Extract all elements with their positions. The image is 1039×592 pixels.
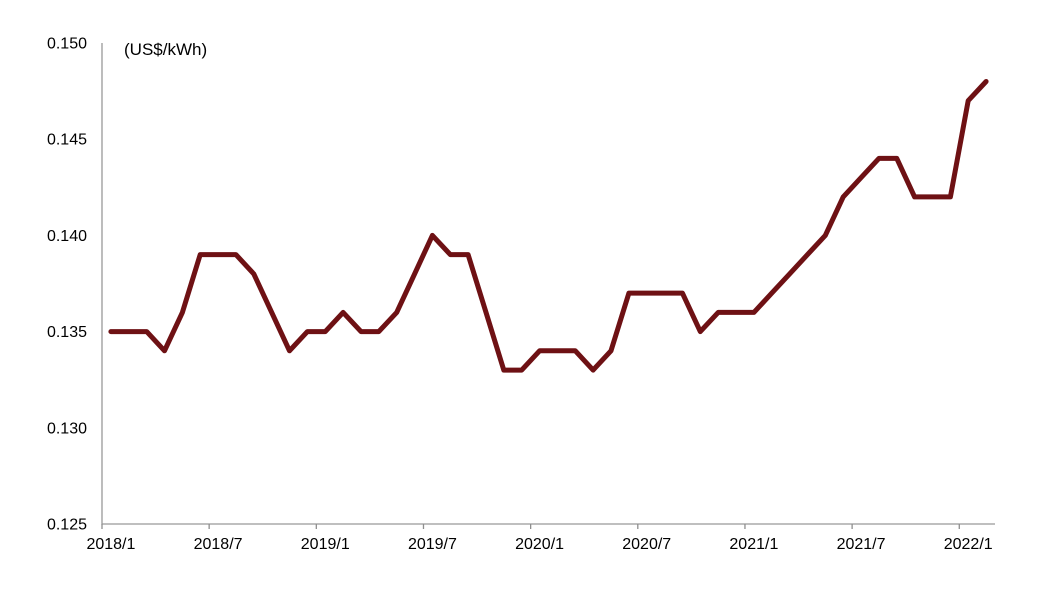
x-axis-tick-label: 2018/1 [86, 536, 135, 553]
x-axis-tick-label: 2019/1 [301, 536, 350, 553]
x-axis-tick-label: 2022/1 [944, 536, 993, 553]
y-axis-tick-label: 0.135 [47, 324, 87, 341]
x-axis-tick-label: 2018/7 [194, 536, 243, 553]
x-axis-tick-label: 2019/7 [408, 536, 457, 553]
x-axis-tick-label: 2020/1 [515, 536, 564, 553]
x-axis-tick-label: 2021/7 [837, 536, 886, 553]
price-series-line [108, 79, 989, 373]
y-axis-tick-label: 0.145 [47, 132, 87, 149]
x-axis-tick-label: 2020/7 [622, 536, 671, 553]
y-axis-tick-label: 0.150 [47, 36, 87, 53]
y-axis-unit-label: (US$/kWh) [124, 40, 208, 59]
y-axis-tick-label: 0.125 [47, 517, 87, 534]
y-axis-tick-label: 0.140 [47, 228, 87, 245]
x-axis-tick-label: 2021/1 [729, 536, 778, 553]
y-axis-tick-label: 0.130 [47, 420, 87, 437]
axis-lines [101, 43, 995, 525]
